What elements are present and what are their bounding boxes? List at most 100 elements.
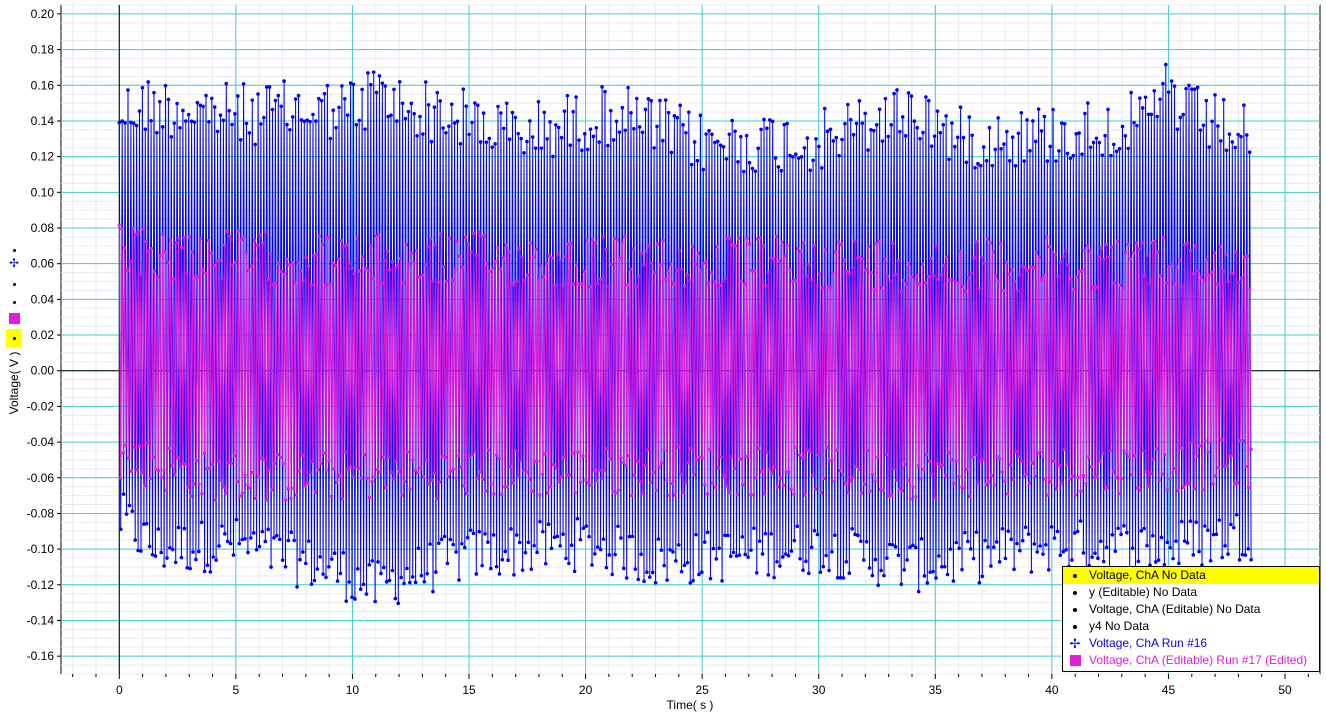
data-point [218, 113, 223, 118]
series-key-dot-3[interactable] [6, 297, 22, 307]
data-point [419, 466, 423, 470]
data-point [980, 255, 984, 259]
data-point [743, 455, 747, 459]
data-point [278, 455, 282, 459]
data-point [1061, 255, 1065, 259]
data-point [1126, 146, 1131, 151]
data-point [1058, 553, 1063, 558]
data-point [822, 106, 827, 111]
data-point [1184, 86, 1188, 91]
data-point [898, 129, 902, 134]
data-point [571, 109, 575, 114]
data-point [412, 111, 416, 116]
data-point [892, 91, 896, 96]
data-point [536, 279, 540, 283]
data-point [1210, 119, 1214, 124]
series-key-run17[interactable] [6, 312, 22, 325]
data-point [1161, 81, 1165, 86]
data-point [1123, 133, 1128, 138]
data-point [607, 284, 611, 288]
data-point [463, 235, 467, 239]
data-point [630, 494, 634, 498]
series-key-active[interactable] [6, 329, 22, 347]
series-key-dot-1[interactable] [6, 244, 22, 256]
data-point [967, 115, 972, 119]
data-point [645, 250, 649, 254]
data-point [1119, 532, 1123, 537]
data-point [387, 578, 392, 583]
data-point [883, 96, 888, 101]
data-point [1012, 567, 1016, 572]
data-point [877, 107, 882, 112]
data-point [770, 472, 774, 476]
data-point [989, 564, 993, 568]
data-point [553, 284, 557, 288]
data-point [872, 288, 876, 292]
data-point [723, 276, 727, 280]
data-point [243, 473, 247, 477]
data-point [734, 244, 738, 248]
data-point [641, 492, 645, 496]
data-point [1022, 159, 1026, 163]
data-point [773, 465, 777, 469]
data-point [827, 568, 831, 573]
data-point [484, 140, 489, 144]
data-point [1125, 530, 1129, 535]
data-point [411, 458, 415, 462]
legend-item[interactable]: Voltage, ChA No Data [1063, 567, 1319, 584]
data-point [1092, 476, 1096, 480]
data-point [150, 552, 155, 557]
data-point [1119, 476, 1123, 480]
data-point [265, 498, 269, 502]
data-point [831, 139, 836, 143]
series-key-run16[interactable]: ✢ [6, 256, 22, 270]
data-point [407, 262, 411, 266]
data-point [332, 551, 337, 555]
data-point [1155, 114, 1159, 119]
data-point [307, 264, 311, 268]
data-point [642, 263, 646, 267]
legend[interactable]: Voltage, ChA No Data y (Editable) No Dat… [1062, 566, 1320, 672]
legend-item[interactable]: Voltage, ChA (Editable) Run #17 (Edited) [1063, 652, 1319, 669]
data-point [775, 559, 779, 564]
data-point [1026, 532, 1031, 536]
data-point [577, 282, 581, 286]
legend-item[interactable]: ✢ Voltage, ChA Run #16 [1063, 635, 1319, 652]
data-point [1214, 474, 1218, 478]
data-point [324, 575, 328, 580]
data-point [167, 446, 171, 450]
data-point [324, 468, 328, 472]
legend-item[interactable]: y (Editable) No Data [1063, 584, 1319, 601]
data-point [874, 123, 879, 127]
data-point [733, 466, 737, 470]
data-point [814, 137, 818, 141]
data-point [706, 492, 710, 496]
legend-item[interactable]: y4 No Data [1063, 618, 1319, 635]
data-point [376, 468, 380, 472]
legend-item[interactable]: Voltage, ChA (Editable) No Data [1063, 601, 1319, 618]
data-point [446, 475, 450, 479]
data-point [957, 474, 961, 478]
legend-label: Voltage, ChA Run #16 [1089, 636, 1208, 650]
data-point [358, 587, 363, 592]
data-point [198, 103, 203, 108]
data-point [286, 538, 291, 543]
data-point [442, 264, 446, 268]
data-point [365, 476, 369, 480]
data-point [906, 479, 910, 483]
data-point [513, 115, 518, 120]
data-point [997, 560, 1002, 564]
data-point [477, 529, 482, 534]
data-point [804, 559, 808, 564]
data-point [880, 286, 884, 290]
data-point [896, 259, 900, 263]
data-point [724, 157, 729, 161]
data-point [591, 238, 595, 242]
data-point [1032, 542, 1037, 546]
data-point [254, 496, 258, 500]
data-point [928, 570, 933, 575]
data-point [736, 159, 740, 164]
data-point [869, 127, 873, 132]
series-key-dot-2[interactable] [6, 279, 22, 289]
data-point [458, 254, 462, 258]
